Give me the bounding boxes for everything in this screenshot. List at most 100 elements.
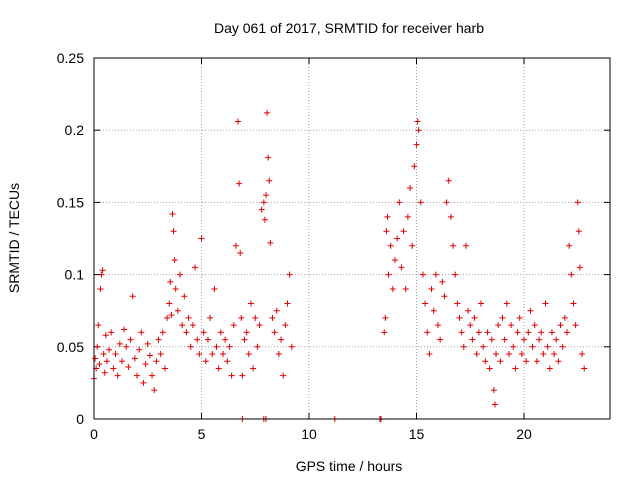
data-point	[521, 336, 527, 343]
y-tick-label: 0.2	[65, 122, 85, 138]
data-point	[529, 343, 536, 350]
data-point	[194, 336, 201, 343]
data-point	[106, 346, 113, 353]
data-point	[164, 314, 171, 321]
data-point	[454, 300, 461, 307]
data-point	[568, 271, 575, 278]
axis-ticks: 0 5 10 15 20 0 0.05 0.1 0.15 0.2 0.25	[57, 50, 610, 442]
data-point	[415, 127, 422, 134]
data-point	[267, 239, 274, 246]
data-point	[495, 322, 502, 329]
data-point	[183, 329, 190, 336]
data-point	[159, 329, 166, 336]
data-point	[387, 242, 394, 249]
data-point	[100, 351, 107, 358]
data-point	[220, 351, 226, 358]
data-point	[157, 351, 164, 358]
data-point	[525, 329, 532, 336]
data-point	[452, 271, 459, 278]
data-point	[394, 235, 401, 242]
x-axis-label: GPS time / hours	[296, 458, 403, 474]
data-point	[419, 271, 426, 278]
data-point	[174, 307, 181, 314]
data-point	[92, 355, 99, 362]
data-point	[138, 329, 145, 336]
data-point	[424, 329, 431, 336]
data-point	[540, 351, 547, 358]
data-point	[557, 322, 564, 329]
data-point	[172, 286, 179, 293]
data-point	[185, 314, 192, 321]
chart-title: Day 061 of 2017, SRMTID for receiver har…	[214, 20, 484, 36]
data-point	[561, 314, 568, 321]
data-point	[383, 228, 390, 235]
data-point	[514, 329, 521, 336]
data-point	[140, 379, 147, 386]
data-point	[570, 300, 577, 307]
data-point	[153, 358, 160, 365]
data-point	[432, 271, 439, 278]
data-point	[98, 271, 105, 278]
data-point	[488, 336, 495, 343]
data-point	[288, 343, 295, 350]
data-point	[480, 343, 487, 350]
x-tick-label: 15	[409, 426, 425, 442]
data-point	[475, 329, 482, 336]
data-point	[110, 365, 117, 372]
x-tick-label: 5	[198, 426, 206, 442]
data-point	[245, 351, 252, 358]
data-point	[171, 257, 178, 264]
y-tick-label: 0	[76, 411, 84, 427]
data-point	[572, 322, 579, 329]
data-point	[116, 340, 123, 347]
data-point	[527, 307, 534, 314]
data-point	[144, 340, 151, 347]
data-point	[482, 358, 489, 365]
data-point	[258, 206, 265, 213]
data-point	[167, 278, 174, 285]
y-tick-label: 0.25	[57, 50, 84, 66]
data-point	[280, 372, 287, 379]
data-point	[282, 322, 289, 329]
data-point	[123, 343, 130, 350]
data-point	[239, 372, 246, 379]
data-point	[458, 329, 465, 336]
data-point	[441, 293, 448, 300]
data-point	[134, 372, 140, 379]
data-point	[566, 242, 573, 249]
data-point	[114, 372, 121, 379]
data-point	[168, 312, 175, 319]
data-point	[516, 314, 523, 321]
data-point	[192, 264, 199, 271]
data-point	[490, 387, 497, 394]
data-point	[260, 199, 267, 206]
data-point	[131, 355, 138, 362]
data-point	[202, 358, 209, 365]
data-point	[181, 293, 188, 300]
data-point	[437, 336, 444, 343]
plot-frame	[93, 57, 611, 420]
data-point	[462, 242, 469, 249]
data-point	[508, 322, 515, 329]
data-point	[151, 387, 158, 394]
data-point	[99, 267, 106, 274]
data-point	[413, 141, 420, 148]
data-point	[389, 286, 396, 293]
data-point	[266, 177, 273, 184]
data-point	[213, 343, 220, 350]
data-point	[95, 322, 102, 329]
data-point	[271, 329, 278, 336]
data-point	[523, 358, 530, 365]
x-tick-label: 0	[90, 426, 98, 442]
data-point	[579, 351, 586, 358]
data-point	[263, 192, 269, 199]
data-point	[559, 343, 566, 350]
data-point	[252, 314, 259, 321]
data-point	[478, 300, 484, 307]
data-point	[510, 343, 517, 350]
data-point	[576, 264, 583, 271]
data-point	[422, 300, 429, 307]
data-point	[228, 372, 235, 379]
data-point	[398, 264, 405, 271]
